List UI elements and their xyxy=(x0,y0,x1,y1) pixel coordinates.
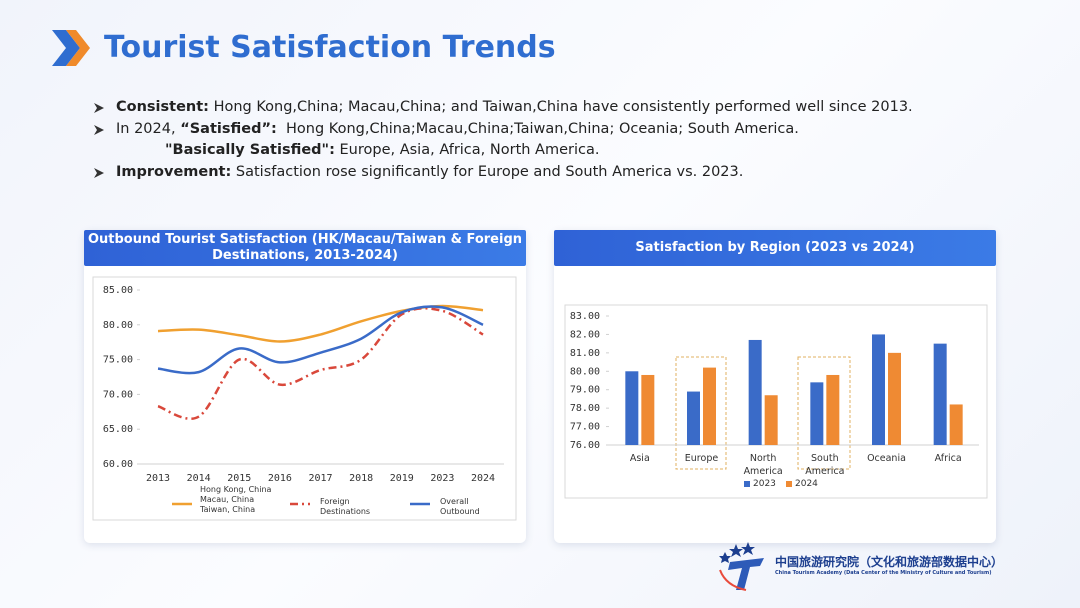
x-tick-label: 2015 xyxy=(227,473,251,484)
logo-icon xyxy=(719,542,764,591)
bullet-text: Europe, Asia, Africa, North America. xyxy=(334,142,600,159)
x-tick-label: Africa xyxy=(934,453,962,464)
x-tick-label: North America xyxy=(743,453,783,477)
bar xyxy=(764,395,778,445)
bar xyxy=(826,374,840,445)
logo-subtitle: China Tourism Academy (Data Center of th… xyxy=(775,570,992,576)
bar xyxy=(687,391,700,445)
bullet-line: Improvement: Satisfaction rose significa… xyxy=(93,162,913,184)
x-tick-label: 2016 xyxy=(268,473,292,484)
y-tick-label: 82.00 xyxy=(570,329,600,340)
bullet-line: In 2024, “Satisfied”: Hong Kong,China;Ma… xyxy=(93,119,913,141)
bar xyxy=(703,367,716,445)
chart: 76.00 77.00 78.00 79.00 80.00 81.00 82.00 83.00 xyxy=(564,304,988,499)
x-tick-label: 2018 xyxy=(349,473,373,484)
bar xyxy=(888,352,901,445)
series-line xyxy=(157,307,484,420)
y-tick-label: 77.00 xyxy=(570,422,600,433)
title-icon xyxy=(52,30,90,66)
bar xyxy=(625,371,639,445)
bullet-text: Hong Kong,China; Macau,China; and Taiwan… xyxy=(208,99,913,115)
chart-card: Outbound Tourist Satisfaction (HK/Macau/… xyxy=(84,230,526,543)
chart-title: Outbound Tourist Satisfaction (HK/Macau/… xyxy=(84,230,526,266)
y-tick-label: 85.00 xyxy=(103,285,133,296)
bullet-text: Satisfaction rose significantly for Euro… xyxy=(231,164,744,181)
marker-shape xyxy=(94,168,104,179)
bullet-text: "Basically Satisfied": xyxy=(165,142,335,159)
chart-card: Satisfaction by Region (2023 vs 2024) 76… xyxy=(554,230,996,543)
y-tick-label: 79.00 xyxy=(570,385,600,396)
marker-shape xyxy=(94,103,104,113)
bullet-text: Improvement: xyxy=(116,164,232,181)
bar xyxy=(641,374,655,445)
legend-label: Foreign Destinations xyxy=(320,497,371,516)
x-tick-label: 2024 xyxy=(471,473,495,484)
x-tick-label: Asia xyxy=(629,453,650,464)
chart-title: Satisfaction by Region (2023 vs 2024) xyxy=(554,230,996,266)
y-tick-label: 83.00 xyxy=(570,311,600,322)
highlight-box xyxy=(797,356,851,470)
y-tick-label: 70.00 xyxy=(103,389,133,400)
slide-title: Tourist Satisfaction Trends xyxy=(104,30,556,65)
bullet-line: "Basically Satisfied": Europe, Asia, Afr… xyxy=(93,140,913,162)
legend-swatch xyxy=(786,481,792,487)
y-tick-label: 80.00 xyxy=(103,320,133,331)
legend-label: 2023 xyxy=(753,479,776,489)
bar xyxy=(933,343,947,445)
x-tick-label: Europe xyxy=(684,453,719,464)
bar xyxy=(949,404,963,445)
x-tick-label: 2014 xyxy=(187,473,211,484)
bullet-line: Consistent: Hong Kong,China; Macau,China… xyxy=(93,97,913,119)
x-tick-label: 2019 xyxy=(390,473,414,484)
y-tick-label: 80.00 xyxy=(570,366,600,377)
y-tick-label: 81.00 xyxy=(570,348,600,359)
bullet-marker xyxy=(94,168,104,179)
series-line xyxy=(157,304,484,343)
plot-frame xyxy=(92,276,517,521)
bullet-marker xyxy=(94,124,104,135)
highlight-box xyxy=(675,356,727,470)
series-line xyxy=(157,305,484,375)
bullet-text: Consistent: xyxy=(116,99,209,115)
x-tick-label: 2013 xyxy=(146,473,170,484)
y-tick-label: 65.00 xyxy=(103,424,133,435)
bar xyxy=(872,334,885,445)
legend-label: Hong Kong, China Macau, China Taiwan, Ch… xyxy=(200,485,272,514)
bullet-text: Hong Kong,China;Macau,China;Taiwan,China… xyxy=(276,120,799,137)
marker-shape xyxy=(94,124,104,135)
x-tick-label: 2017 xyxy=(308,473,332,484)
x-tick-label: Oceania xyxy=(867,453,906,464)
bar xyxy=(748,339,762,445)
y-tick-label: 76.00 xyxy=(570,440,600,451)
bullet-text: In 2024, xyxy=(116,120,181,137)
bullet-text: “Satisfied”: xyxy=(180,120,277,137)
bullet-marker xyxy=(94,103,104,113)
chart: 60.00 65.00 70.00 75.00 80.00 85.00 2013 2014 20… xyxy=(92,276,517,521)
legend-swatch xyxy=(744,481,750,487)
plot-frame xyxy=(564,304,988,499)
bullet-list: Consistent: Hong Kong,China; Macau,China… xyxy=(93,97,913,184)
x-tick-label: South America xyxy=(805,453,845,477)
y-tick-label: 60.00 xyxy=(103,459,133,470)
bar xyxy=(810,382,824,445)
y-tick-label: 75.00 xyxy=(103,355,133,366)
y-tick-label: 78.00 xyxy=(570,403,600,414)
legend-label: 2024 xyxy=(795,479,818,489)
x-tick-label: 2023 xyxy=(430,473,454,484)
legend-label: Overall Outbound xyxy=(440,497,480,516)
logo-name: 中国旅游研究院（文化和旅游部数据中心） xyxy=(775,555,1004,569)
